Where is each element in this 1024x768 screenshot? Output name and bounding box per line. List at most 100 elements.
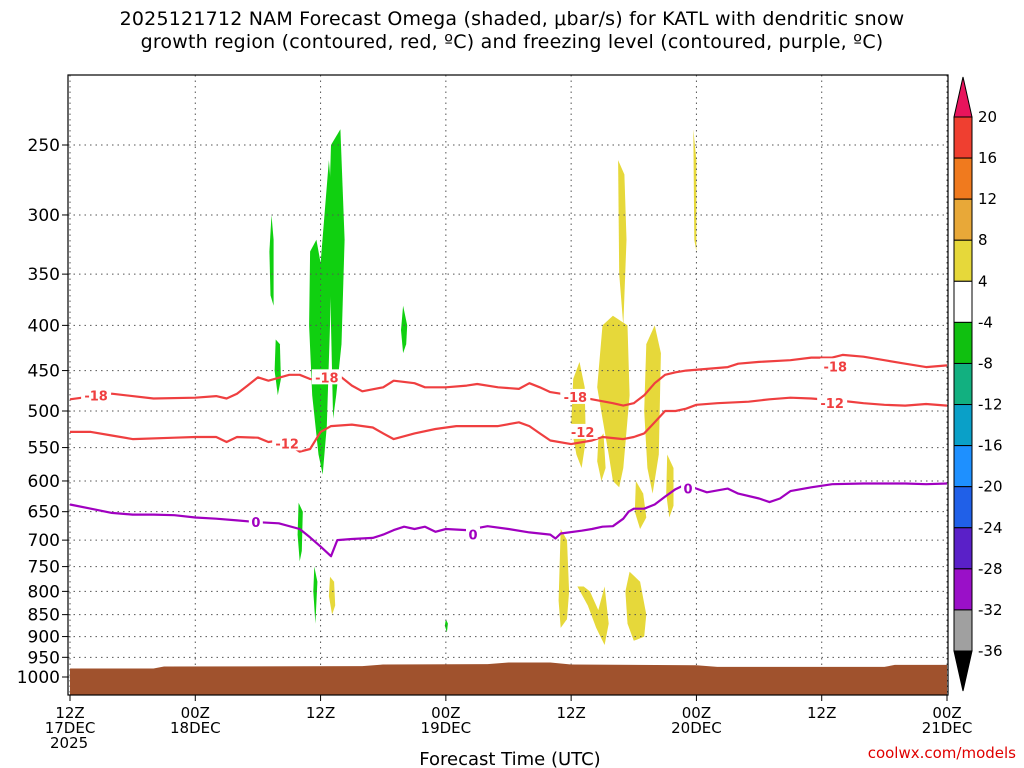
contour-0: 0 0 0 <box>69 480 948 558</box>
y-tick-label: 850 <box>28 606 60 626</box>
omega-region-12 <box>597 433 606 481</box>
plot-frame <box>67 74 949 696</box>
colorbar-label: 4 <box>978 272 988 290</box>
ground-fill <box>70 662 947 695</box>
y-axis: 2503003504004505005506006507007508008509… <box>17 136 68 688</box>
omega-region-5 <box>297 502 303 562</box>
contour-label: -12 <box>820 397 844 412</box>
colorbar-box <box>953 568 973 611</box>
y-tick-label: 950 <box>28 648 60 668</box>
contour-m12: -12 -12 -12 <box>70 395 948 453</box>
colorbar-box <box>953 445 973 488</box>
y-tick-label: 1000 <box>17 668 60 688</box>
omega-region-11 <box>571 361 586 468</box>
y-tick-label: 750 <box>28 558 60 578</box>
y-tick-label: 800 <box>28 582 60 602</box>
contour-label: 0 <box>684 483 693 498</box>
x-tick-label: 00Z <box>682 704 711 722</box>
y-tick-label: 900 <box>28 628 60 648</box>
omega-region-18 <box>577 586 609 645</box>
colorbar-label: -36 <box>978 642 1003 660</box>
y-tick-label: 650 <box>28 503 60 523</box>
y-tick-label: 600 <box>28 472 60 492</box>
contour-label-bg <box>466 526 481 542</box>
contour-label: -12 <box>275 437 299 452</box>
x-tick-label: 00Z <box>932 704 961 722</box>
contour-label: -18 <box>84 389 108 404</box>
contour-label: -12 <box>571 426 595 441</box>
contour-label-bg <box>248 514 263 530</box>
colorbar-box <box>953 280 973 323</box>
omega-region-17 <box>558 529 570 628</box>
y-tick-label: 550 <box>28 439 60 459</box>
contour-label-bg <box>817 395 848 411</box>
omega-region-3 <box>274 339 281 396</box>
omega-region-9 <box>618 160 627 326</box>
contour-label-bg <box>272 435 303 451</box>
y-tick-label: 400 <box>28 316 60 336</box>
chart-title-line1: 2025121712 NAM Forecast Omega (shaded, μ… <box>119 8 905 30</box>
colorbar-label: 16 <box>978 149 997 167</box>
x-tick-label: 12Z <box>556 704 585 722</box>
x-tick-label: 18DEC <box>170 719 221 737</box>
colorbar-box <box>953 362 973 406</box>
contour-line <box>69 482 948 558</box>
colorbar-box <box>953 321 973 364</box>
colorbar: 20 16 12 8 4 -4 -8 -12 -16 -20 -24 -28 -32 -36 <box>953 76 1003 692</box>
colorbar-label: -20 <box>978 478 1003 496</box>
colorbar-label: -4 <box>978 313 993 331</box>
y-tick-label: 300 <box>28 206 60 226</box>
omega-region-2 <box>269 215 274 306</box>
contour-label-bg <box>311 369 342 385</box>
contour-label: 0 <box>468 529 477 544</box>
contour-line <box>69 353 948 407</box>
colorbar-box <box>953 198 973 241</box>
colorbar-box <box>953 486 973 529</box>
omega-region-15 <box>693 129 697 252</box>
contour-label-bg <box>567 423 598 439</box>
colorbar-label: -8 <box>978 354 993 372</box>
colorbar-label: 8 <box>978 231 988 249</box>
colorbar-label: 12 <box>978 190 997 208</box>
colorbar-label: -24 <box>978 519 1003 537</box>
colorbar-top-arrow <box>953 76 973 118</box>
x-tick-label: 12Z <box>55 704 84 722</box>
colorbar-box <box>953 239 973 282</box>
x-tick-label: 17DEC <box>45 719 96 737</box>
contour-label: -18 <box>315 371 339 386</box>
ground-layer <box>70 662 947 695</box>
x-tick-label: 00Z <box>181 704 210 722</box>
x-tick-label: 00Z <box>431 704 460 722</box>
x-tick-label: 12Z <box>807 704 836 722</box>
x-tick-label: 21DEC <box>922 719 973 737</box>
colorbar-box <box>953 404 973 447</box>
contour-m18: -18 -18 -18 -18 <box>69 353 948 407</box>
y-tick-label: 250 <box>28 136 60 156</box>
omega-region-13 <box>644 325 661 494</box>
x-tick-label: 2025 <box>50 734 88 752</box>
omega-shading-layer <box>269 129 697 645</box>
contour-line <box>70 396 948 453</box>
omega-region-4 <box>401 305 408 354</box>
contour-label: -18 <box>564 391 588 406</box>
omega-region-6 <box>313 566 318 624</box>
colorbar-box <box>953 116 973 159</box>
colorbar-bottom-arrow <box>953 650 973 692</box>
colorbar-label: -16 <box>978 437 1003 455</box>
chart-title-line2: growth region (contoured, red, ºC) and f… <box>140 31 884 53</box>
omega-region-10 <box>597 315 630 488</box>
colorbar-label: 20 <box>978 108 997 126</box>
contour-label: 0 <box>251 516 260 531</box>
contour-label-bg <box>820 358 851 374</box>
omega-region-0 <box>328 129 345 419</box>
y-tick-label: 450 <box>28 362 60 382</box>
contour-label-bg <box>81 387 112 403</box>
colorbar-box <box>953 157 973 200</box>
colorbar-box <box>953 609 973 652</box>
omega-region-19 <box>625 571 647 641</box>
colorbar-label: -12 <box>978 396 1003 414</box>
omega-region-8 <box>328 576 336 615</box>
grid-layer <box>68 75 948 695</box>
